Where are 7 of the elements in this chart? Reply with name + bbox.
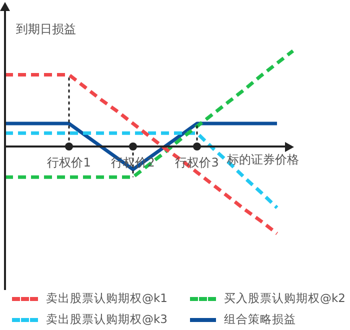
legend-label: 卖出股票认购期权@k1 [46, 291, 168, 306]
y-axis-title: 到期日损益 [16, 22, 76, 36]
legend-label: 买入股票认购期权@k2 [224, 291, 346, 306]
x-tick-label: 行权价1 [47, 156, 91, 170]
x-axis-title: 标的证券价格 [226, 152, 299, 167]
legend-label: 组合策略损益 [224, 312, 296, 327]
legend-label: 卖出股票认购期权@k3 [46, 312, 168, 327]
